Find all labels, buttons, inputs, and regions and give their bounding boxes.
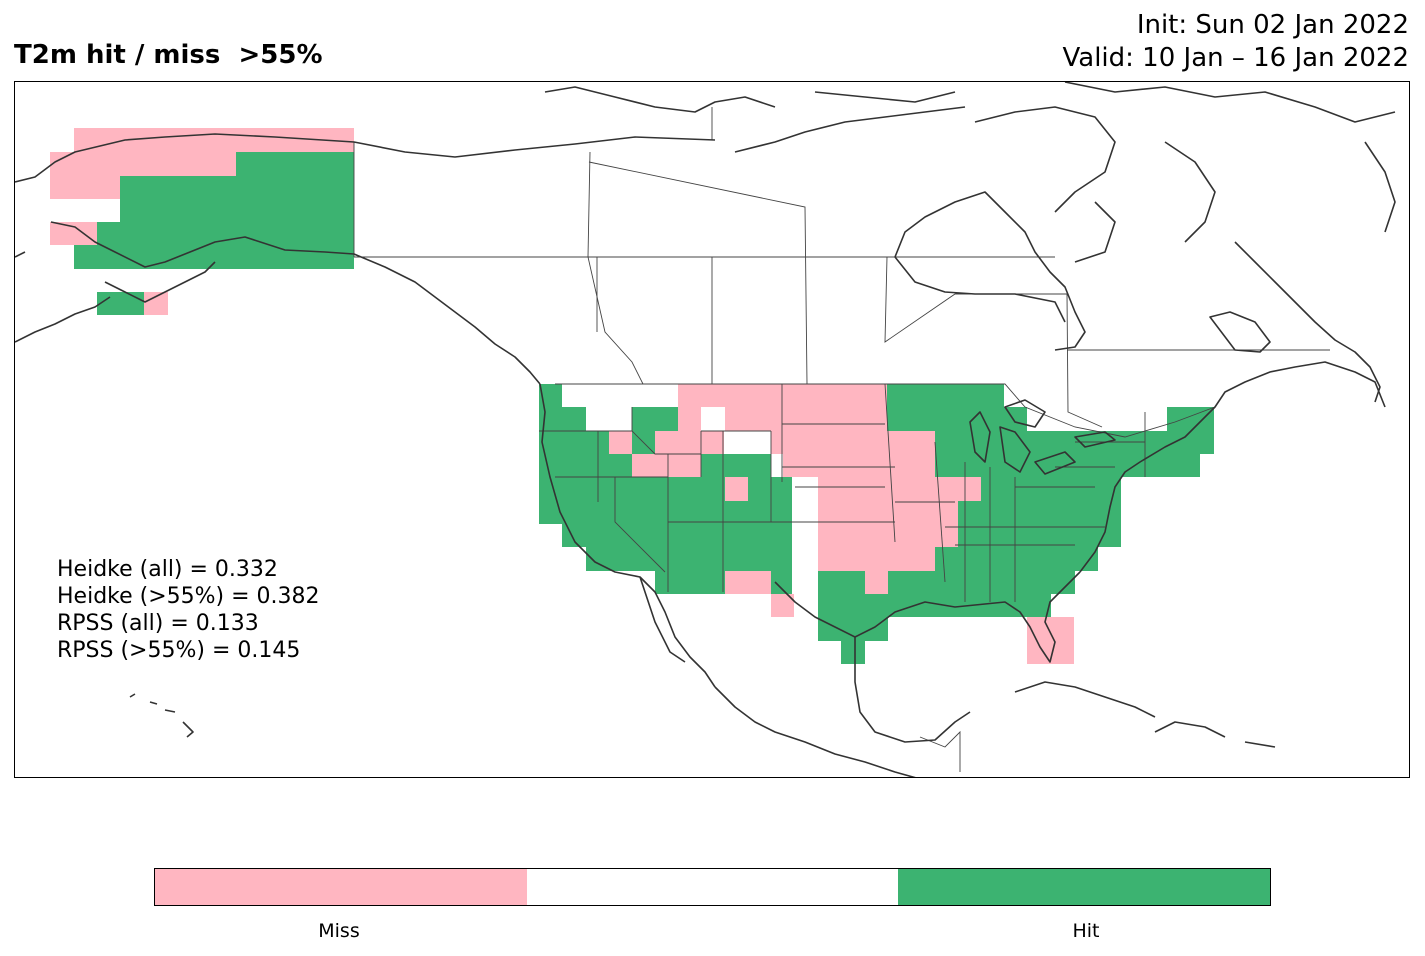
hit-cell (236, 152, 354, 176)
heidke-all: Heidke (all) = 0.332 (57, 557, 278, 582)
colorbar-miss-label: Miss (318, 920, 360, 942)
heidke-55: Heidke (>55%) = 0.382 (57, 584, 320, 609)
miss-cell (50, 176, 120, 199)
miss-cell (50, 152, 236, 176)
hit-cell (97, 292, 144, 315)
colorbar-neutral-segment (526, 869, 899, 905)
hit-cell (97, 222, 354, 245)
init-date: Init: Sun 02 Jan 2022 (1136, 10, 1409, 40)
miss-cell (50, 222, 97, 245)
colorbar-miss-segment (155, 869, 527, 905)
conus-cells (539, 384, 1214, 664)
colorbar (154, 868, 1271, 906)
valid-period: Valid: 10 Jan – 16 Jan 2022 (1062, 43, 1410, 73)
hit-cell (120, 176, 354, 222)
map-canvas (15, 82, 1396, 777)
alaska-cells (50, 128, 354, 315)
political-borders (353, 107, 1330, 772)
hit-cell (74, 245, 354, 269)
skill-scores: Heidke (all) = 0.332 Heidke (>55%) = 0.3… (57, 556, 320, 664)
map-title: T2m hit / miss >55% (14, 40, 323, 70)
rpss-55: RPSS (>55%) = 0.145 (57, 638, 301, 663)
colorbar-hit-label: Hit (1072, 920, 1100, 942)
rpss-all: RPSS (all) = 0.133 (57, 611, 259, 636)
map-panel (14, 81, 1410, 778)
miss-cell (74, 128, 354, 152)
colorbar-hit-segment (898, 869, 1271, 905)
coastlines (15, 82, 1396, 777)
miss-cell (144, 292, 168, 315)
